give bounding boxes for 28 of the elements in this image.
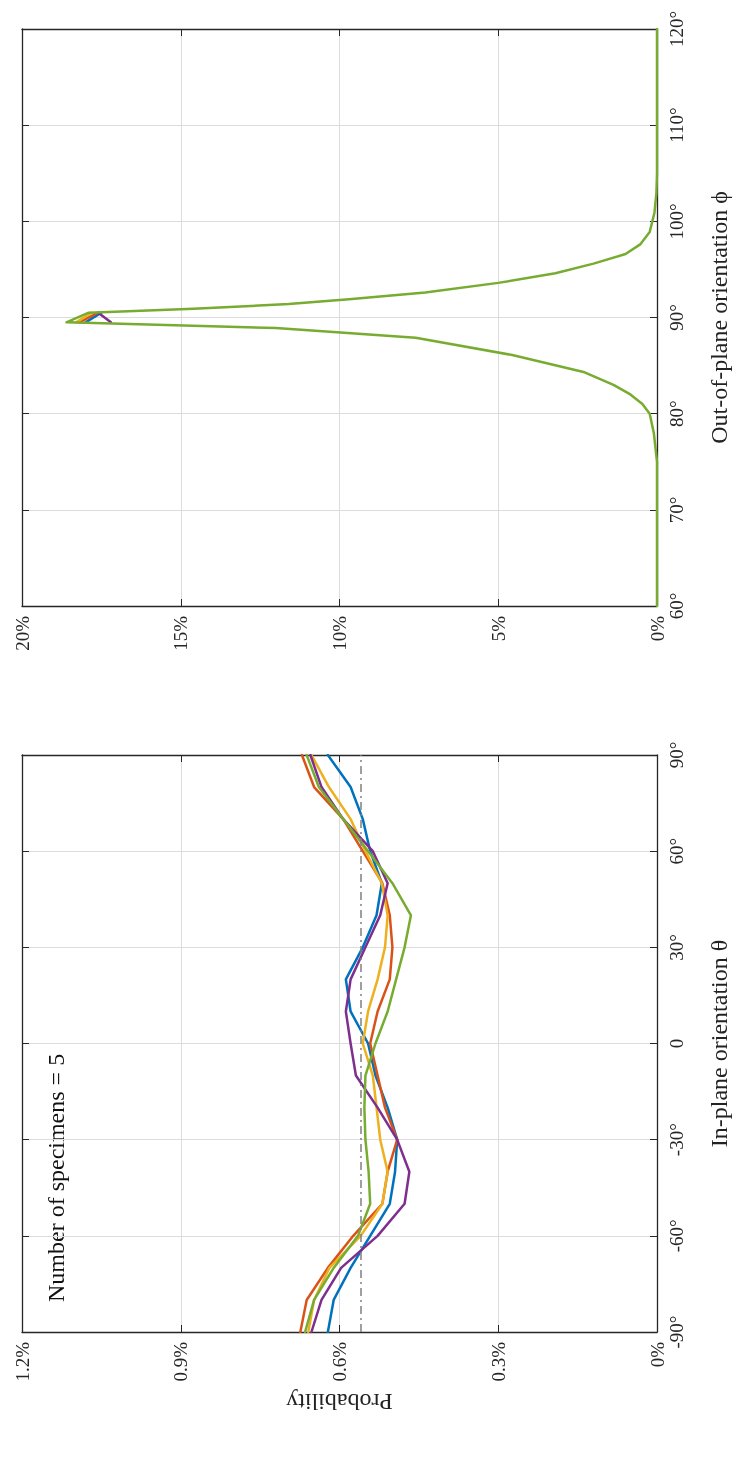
x-tick-label: 0.6% <box>329 1341 350 1382</box>
y-tick-label: -60° <box>666 1219 687 1253</box>
y-tick-label: 30° <box>666 934 687 961</box>
y-tick-label: 60° <box>666 592 687 620</box>
y-tick-label: 100° <box>666 203 687 240</box>
x-tick-label: 0.3% <box>487 1341 509 1382</box>
x-tick-label: 10% <box>329 615 350 651</box>
y-tick-label: -90° <box>666 1315 687 1349</box>
x-tick-label: 20% <box>11 615 33 651</box>
y-tick-label: 60° <box>666 837 687 865</box>
y-axis-title: In-plane orientation θ <box>706 939 732 1148</box>
x-tick-label: 0% <box>646 1341 668 1368</box>
x-tick-label: 15% <box>170 615 192 651</box>
x-tick-label: 1.2% <box>11 1341 33 1382</box>
y-tick-label: -30° <box>666 1123 687 1157</box>
annotation: Number of specimens = 5 <box>43 1053 69 1302</box>
y-tick-label: 70° <box>666 496 687 524</box>
x-axis-title: Probability <box>286 1389 393 1415</box>
y-tick-label: 90° <box>666 741 687 769</box>
x-tick-label: 0% <box>646 615 668 642</box>
x-tick-label: 0.9% <box>170 1341 192 1382</box>
y-tick-label: 110° <box>666 107 687 143</box>
y-tick-label: 0 <box>666 1038 687 1049</box>
y-tick-label: 80° <box>666 400 687 427</box>
x-tick-label: 5% <box>487 615 509 642</box>
y-tick-label: 90° <box>666 304 687 331</box>
y-axis-title: Out-of-plane orientation ϕ <box>706 191 732 444</box>
y-tick-label: 120° <box>666 10 687 48</box>
